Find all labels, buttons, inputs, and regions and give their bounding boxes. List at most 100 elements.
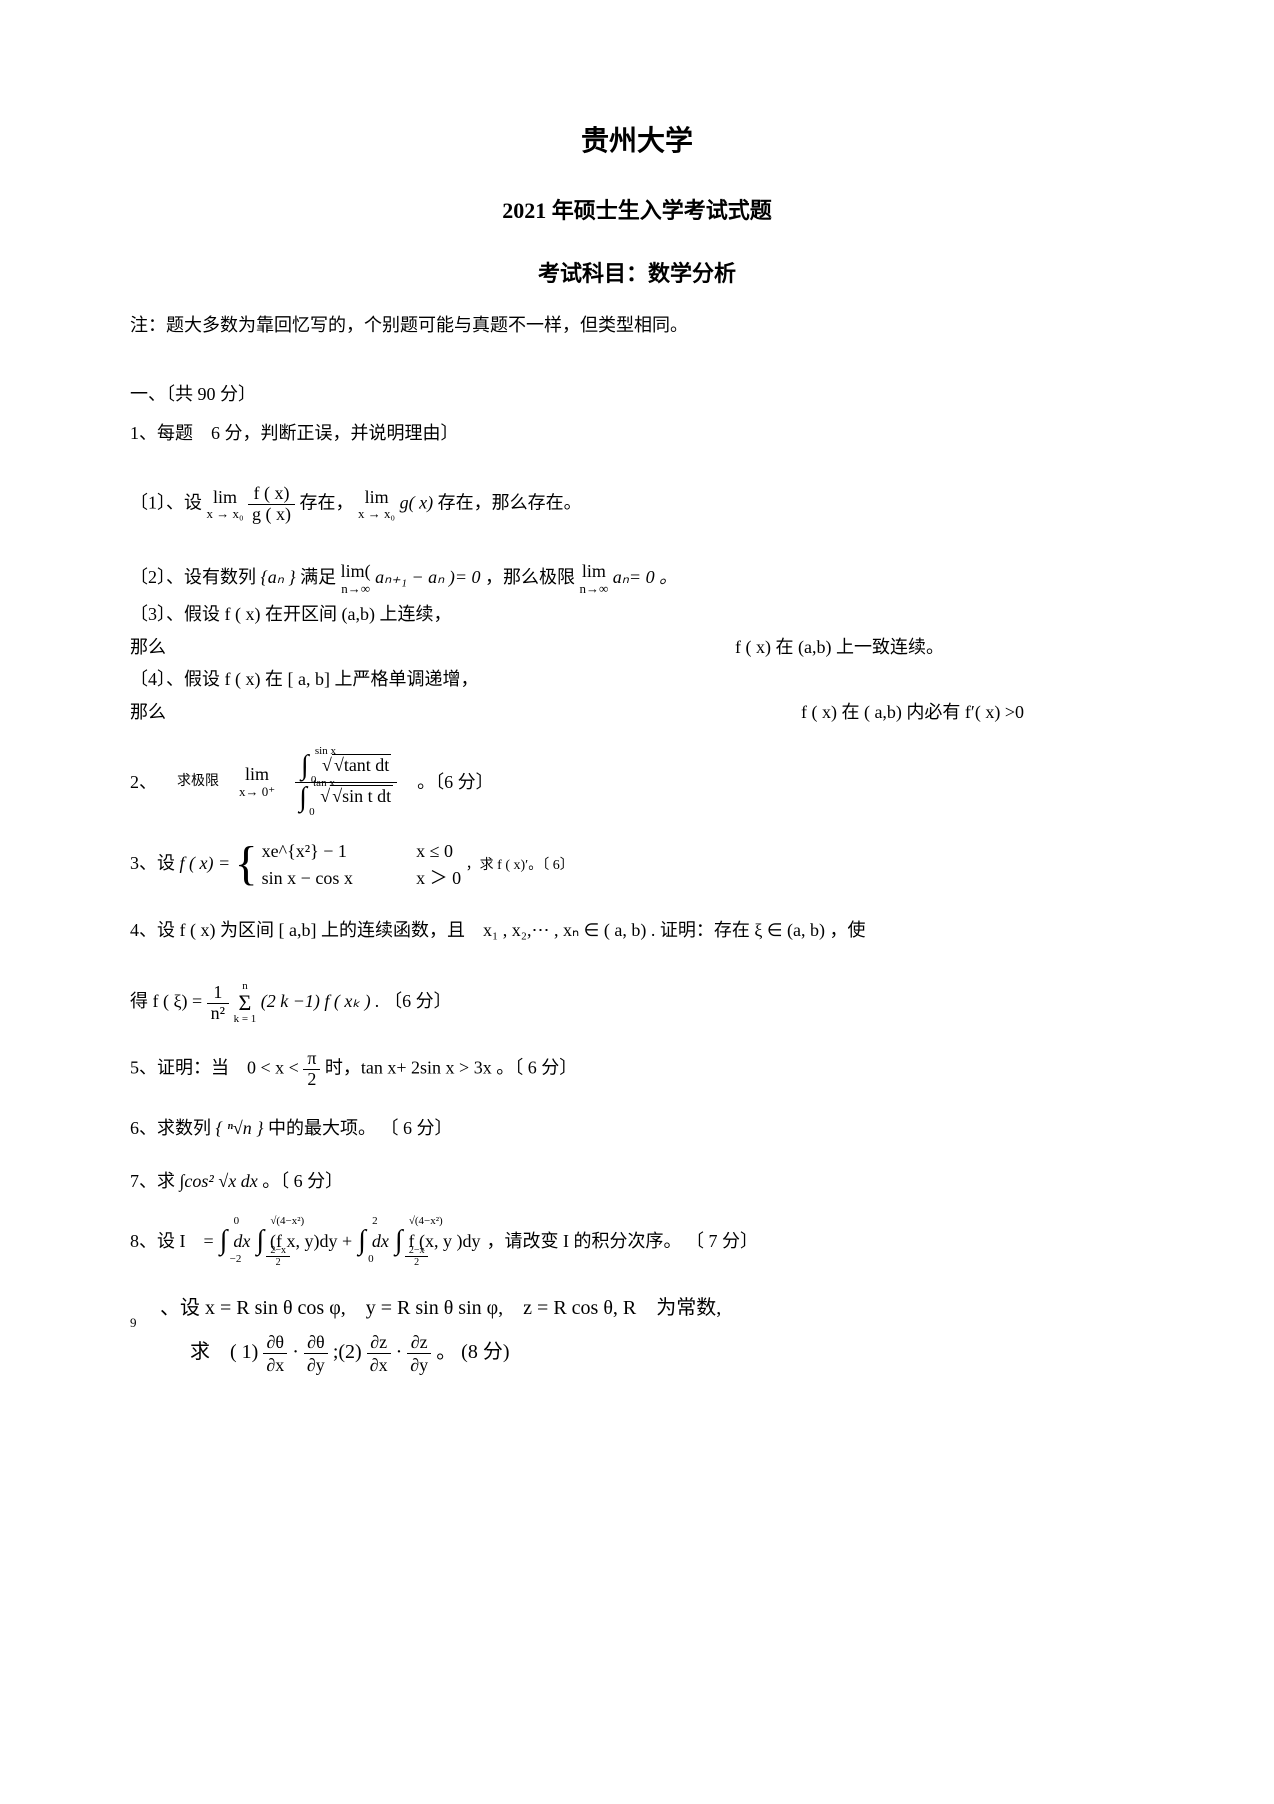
problem-1-3a: 〔3〕、假设 f ( x) 在开区间 (a,b) 上连续， <box>130 600 1144 629</box>
problem-9: 、设 x = R sin θ cos φ, y = R sin θ sin φ,… <box>130 1288 1144 1374</box>
q8-tail: ，请改变 I 的积分次序。 〔 7 分〕 <box>486 1227 758 1256</box>
q3-fx: f ( x) = <box>180 853 235 873</box>
q9-pf3: ∂z ∂x <box>367 1333 391 1374</box>
q8-int2: √(4−x²) ∫ 2−x 2 <box>256 1219 264 1264</box>
q8-int3-lo: 0 <box>368 1251 374 1269</box>
q9-pf1-den: ∂x <box>263 1354 287 1374</box>
q1-2-tail: aₙ= 0 。 <box>613 567 677 587</box>
lim-2-bot: x → x₀ <box>358 507 395 521</box>
q2-lim: lim x→ 0⁺ <box>239 765 275 799</box>
q1-3-concl: f ( x) 在 (a,b) 上一致连续。 <box>735 633 944 662</box>
q2-sqrt-num-body: √tant dt <box>332 754 391 775</box>
problem-6: 6、求数列 { ⁿ√n } 中的最大项。 〔 6 分〕 <box>130 1114 1144 1143</box>
problem-8: 8、设 I = 0 ∫ −2 dx √(4−x²) ∫ 2−x 2 (f x, … <box>130 1219 1144 1264</box>
q2-frac: sin x ∫ 0 √√tant dt tan x ∫ 0 √√sin t dt <box>295 751 397 814</box>
brace-icon: { <box>235 845 258 883</box>
q1-2-mid2: ，那么极限 <box>485 567 580 587</box>
q8-int2-lo-num: 2−x <box>266 1245 290 1257</box>
q2-sqrt-num: √√tant dt <box>322 756 391 776</box>
integral-icon: ∫ <box>301 751 309 782</box>
problem-7: 7、求 ∫cos² √x dx 。〔 6 分〕 <box>130 1167 1144 1196</box>
problem-1-1: 〔1〕、设 lim x → x₀ f ( x) g ( x) 存在， lim x… <box>130 484 1144 525</box>
integral-icon: ∫ <box>395 1219 403 1264</box>
problem-1-intro: 1、每题 6 分，判断正误，并说明理由〕 <box>130 419 1144 448</box>
q2-int-den: tan x ∫ 0 <box>299 783 307 814</box>
q9-line2a: 求 ( 1) <box>190 1341 258 1363</box>
lim-3-top: lim( <box>341 562 371 582</box>
q9-pf2: ∂θ ∂y <box>304 1333 328 1374</box>
integral-icon: ∫ <box>299 783 307 814</box>
q8-int1-lo: −2 <box>230 1251 242 1269</box>
problem-1: 1、每题 6 分，判断正误，并说明理由〕 〔1〕、设 lim x → x₀ f … <box>130 419 1144 727</box>
q6-prefix: 6、求数列 <box>130 1118 216 1138</box>
problem-3: 3、设 f ( x) = { xe^{x²} − 1 x ≤ 0 sin x −… <box>130 838 1144 892</box>
q9-dot1: · <box>292 1341 304 1363</box>
q9-pf4-num: ∂z <box>407 1333 431 1354</box>
q8-int4: √(4−x²) ∫ 2−x 2 <box>395 1219 403 1264</box>
q4-sum-body: (2 k −1) f ( xₖ ) . <box>261 991 380 1011</box>
frac-fg: f ( x) g ( x) <box>248 484 295 525</box>
q6-tail: 中的最大项。 〔 6 分〕 <box>268 1118 453 1138</box>
q5-frac: π 2 <box>303 1049 320 1090</box>
q8-int2-up: √(4−x²) <box>270 1213 304 1231</box>
lim-3-bot: n→∞ <box>341 582 371 596</box>
q9-pf1: ∂θ ∂x <box>263 1333 287 1374</box>
q8-int4-up: √(4−x²) <box>409 1213 443 1231</box>
problem-2: 2、 求极限 lim x→ 0⁺ sin x ∫ 0 √√tant dt tan… <box>130 751 1144 814</box>
q9-pf3-num: ∂z <box>367 1333 391 1354</box>
q1-2-set: {aₙ } <box>261 567 296 587</box>
q9-pf4: ∂z ∂y <box>407 1333 431 1374</box>
q8-int4-lo: 2−x 2 <box>405 1245 429 1268</box>
integral-icon: ∫ <box>256 1219 264 1264</box>
subject-title: 考试科目：数学分析 <box>130 256 1144 291</box>
q2-lim-bot: x→ 0⁺ <box>239 785 275 799</box>
q7-prefix: 7、求 <box>130 1171 180 1191</box>
q9-pf2-num: ∂θ <box>304 1333 328 1354</box>
sigma-icon: Σ <box>234 992 257 1014</box>
q9-tail: 。 (8 分) <box>436 1341 509 1363</box>
q3-row2-left: sin x − cos x <box>262 865 412 892</box>
q8-prefix: 8、设 I = <box>130 1227 214 1256</box>
q9-dot2: · <box>396 1341 408 1363</box>
q3-row1-right: x ≤ 0 <box>416 841 453 861</box>
lim-1-bot: x → x₀ <box>207 507 244 521</box>
q1-1-mid: 存在， <box>300 493 354 513</box>
problem-1-3b: 那么 f ( x) 在 (a,b) 上一致连续。 <box>130 633 1144 662</box>
q2-sqrt-den-body: √sin t dt <box>330 785 393 806</box>
problem-5: 5、证明：当 0 < x < π 2 时，tan x+ 2sin x > 3x … <box>130 1049 1144 1090</box>
q9-line1: 、设 x = R sin θ cos φ, y = R sin θ sin φ,… <box>160 1297 721 1319</box>
q3-prefix: 3、设 <box>130 853 180 873</box>
q9-pf2-den: ∂y <box>304 1354 328 1374</box>
q9-pf4-den: ∂y <box>407 1354 431 1374</box>
q7-int: ∫cos² √x dx <box>180 1171 258 1191</box>
q2-frac-num: sin x ∫ 0 √√tant dt <box>295 751 397 783</box>
lim-1: lim x → x₀ <box>207 488 244 522</box>
q7-tail: 。〔 6 分〕 <box>262 1171 343 1191</box>
q1-2-mid1: 满足 <box>300 567 341 587</box>
lim-1-top: lim <box>207 488 244 508</box>
q1-3-then: 那么 <box>130 633 166 662</box>
q1-1-prefix: 〔1〕、设 <box>130 493 207 513</box>
section-1-header: 一、〔共 90 分〕 <box>130 380 1144 409</box>
q2-int-den-lo: 0 <box>309 806 315 818</box>
q1-4-concl: f ( x) 在 ( a,b) 内必有 f′( x) >0 <box>801 698 1024 727</box>
q1-4-then: 那么 <box>130 698 166 727</box>
q4-tail: 〔6 分〕 <box>384 991 452 1011</box>
q4-frac: 1 n² <box>207 983 229 1024</box>
q3-tail: ，求 f ( x)′。〔 6〕 <box>466 858 574 873</box>
q4-frac-den: n² <box>207 1004 229 1024</box>
q9-mid: ;(2) <box>333 1341 367 1363</box>
q4-line1a: 4、设 f ( x) 为区间 [ a,b] 上的连续函数，且 x₁ , x₂,⋯… <box>130 920 660 940</box>
lim-2-top: lim <box>358 488 395 508</box>
q8-int3: 2 ∫ 0 <box>358 1219 366 1264</box>
q2-frac-den: tan x ∫ 0 √√sin t dt <box>295 783 397 814</box>
q5-prefix: 5、证明：当 0 < x < <box>130 1058 303 1078</box>
q2-sqrt-den: √√sin t dt <box>320 787 393 807</box>
q4-frac-num: 1 <box>207 983 229 1004</box>
q3-row2-right: x ＞ 0 <box>416 868 461 888</box>
university-title: 贵州大学 <box>130 120 1144 165</box>
q3-row2: sin x − cos x x ＞ 0 <box>262 865 462 892</box>
lim-2: lim x → x₀ <box>358 488 395 522</box>
q1-1-tail: 存在，那么存在。 <box>438 493 582 513</box>
frac-fg-den: g ( x) <box>248 505 295 525</box>
